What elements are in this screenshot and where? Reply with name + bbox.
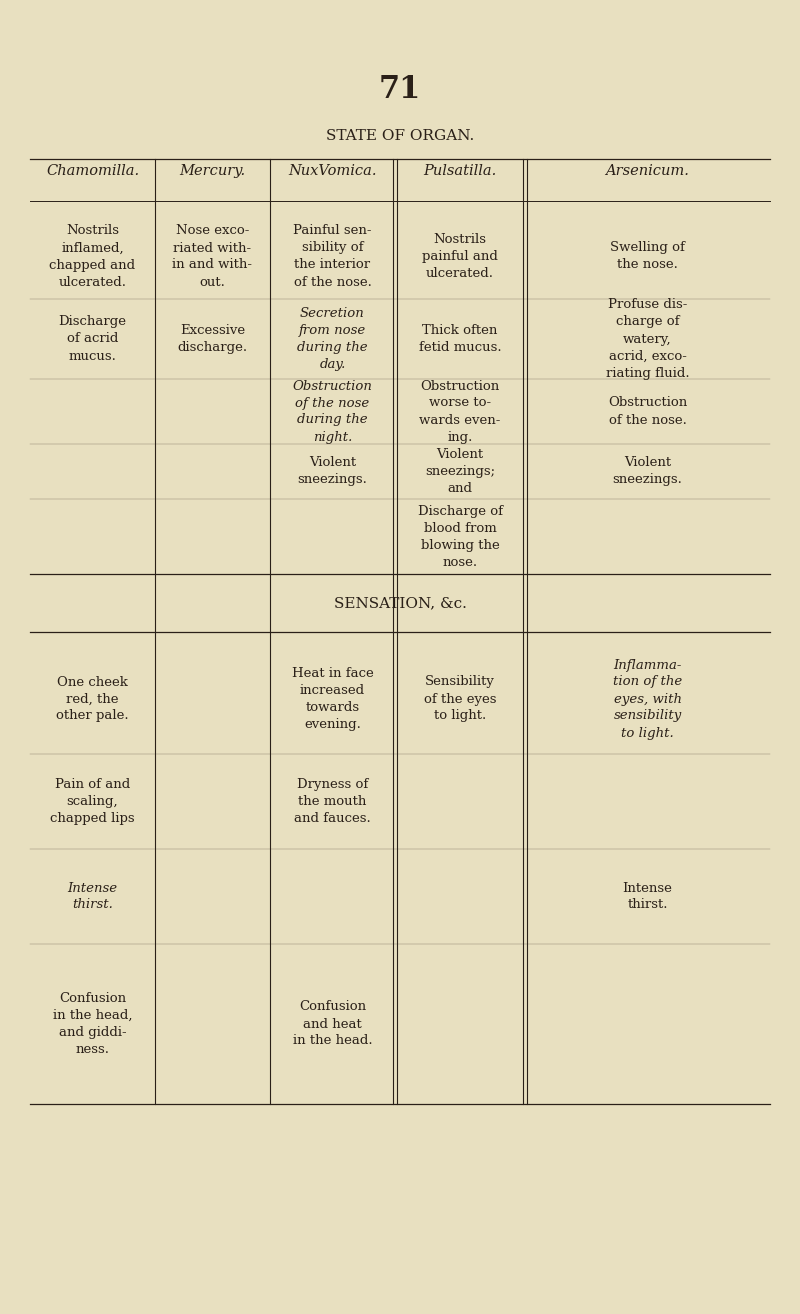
Text: STATE OF ORGAN.: STATE OF ORGAN. — [326, 129, 474, 143]
Text: Confusion
and heat
in the head.: Confusion and heat in the head. — [293, 1000, 372, 1047]
Text: Heat in face
increased
towards
evening.: Heat in face increased towards evening. — [292, 668, 374, 731]
Text: Secretion
from nose
during the
day.: Secretion from nose during the day. — [297, 307, 368, 371]
Text: Violent
sneezings.: Violent sneezings. — [613, 456, 682, 486]
Text: Discharge
of acrid
mucus.: Discharge of acrid mucus. — [58, 315, 126, 363]
Text: NuxVomica.: NuxVomica. — [288, 164, 377, 177]
Text: Chamomilla.: Chamomilla. — [46, 164, 139, 177]
Text: Swelling of
the nose.: Swelling of the nose. — [610, 242, 685, 272]
Text: Intense
thirst.: Intense thirst. — [67, 882, 118, 912]
Text: Pain of and
scaling,
chapped lips: Pain of and scaling, chapped lips — [50, 778, 135, 825]
Text: Arsenicum.: Arsenicum. — [606, 164, 690, 177]
Text: 71: 71 — [379, 74, 421, 105]
Text: Dryness of
the mouth
and fauces.: Dryness of the mouth and fauces. — [294, 778, 371, 825]
Text: Intense
thirst.: Intense thirst. — [622, 882, 673, 912]
Text: Violent
sneezings.: Violent sneezings. — [298, 456, 367, 486]
Text: Violent
sneezings;
and: Violent sneezings; and — [425, 448, 495, 495]
Text: Obstruction
of the nose
during the
night.: Obstruction of the nose during the night… — [293, 380, 373, 444]
Text: Nose exco-
riated with-
in and with-
out.: Nose exco- riated with- in and with- out… — [173, 225, 253, 289]
Text: Inflamma-
tion of the
eyes, with
sensibility
to light.: Inflamma- tion of the eyes, with sensibi… — [613, 658, 682, 740]
Text: Painful sen-
sibility of
the interior
of the nose.: Painful sen- sibility of the interior of… — [294, 225, 372, 289]
Text: Sensibility
of the eyes
to light.: Sensibility of the eyes to light. — [424, 675, 496, 723]
Text: Discharge of
blood from
blowing the
nose.: Discharge of blood from blowing the nose… — [418, 505, 502, 569]
Text: Obstruction
worse to-
wards even-
ing.: Obstruction worse to- wards even- ing. — [419, 380, 501, 444]
Text: Profuse dis-
charge of
watery,
acrid, exco-
riating fluid.: Profuse dis- charge of watery, acrid, ex… — [606, 298, 690, 380]
Text: SENSATION, &c.: SENSATION, &c. — [334, 597, 466, 610]
Text: Excessive
discharge.: Excessive discharge. — [178, 325, 247, 353]
Text: Thick often
fetid mucus.: Thick often fetid mucus. — [418, 325, 502, 353]
Text: Nostrils
inflamed,
chapped and
ulcerated.: Nostrils inflamed, chapped and ulcerated… — [50, 225, 135, 289]
Text: Nostrils
painful and
ulcerated.: Nostrils painful and ulcerated. — [422, 233, 498, 280]
Text: Mercury.: Mercury. — [179, 164, 246, 177]
Text: Obstruction
of the nose.: Obstruction of the nose. — [608, 397, 687, 427]
Text: Confusion
in the head,
and giddi-
ness.: Confusion in the head, and giddi- ness. — [53, 992, 132, 1056]
Text: Pulsatilla.: Pulsatilla. — [423, 164, 497, 177]
Text: One cheek
red, the
other pale.: One cheek red, the other pale. — [56, 675, 129, 723]
